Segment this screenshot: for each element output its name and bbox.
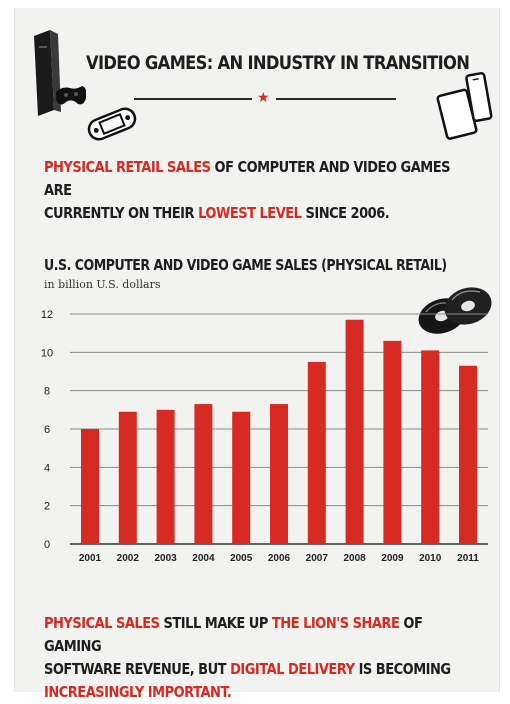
x-tick-label: 2008	[343, 553, 366, 564]
y-tick-label: 2	[44, 501, 50, 513]
x-tick-label: 2007	[306, 553, 329, 564]
intro-text-3: SINCE 2006.	[301, 204, 390, 222]
bar	[270, 404, 288, 544]
outro-text-2: OF GAMING	[44, 614, 423, 655]
game-console-icon	[34, 30, 86, 116]
x-tick-label: 2004	[192, 553, 215, 564]
bar	[194, 404, 213, 544]
bar	[459, 365, 477, 544]
x-tick-label: 2002	[117, 553, 140, 564]
y-tick-label: 6	[44, 424, 50, 436]
x-tick-label: 2006	[268, 553, 291, 564]
gamepad-icon	[56, 86, 86, 105]
x-tick-label: 2011	[457, 553, 479, 564]
y-tick-label: 0	[44, 539, 50, 551]
disc-icon	[418, 287, 492, 334]
title-divider-left	[134, 98, 252, 100]
x-tick-label: 2005	[230, 553, 253, 564]
x-tick-label: 2009	[381, 553, 404, 564]
outro-highlight-physical-sales: PHYSICAL SALES	[44, 614, 160, 632]
title-divider-right	[276, 98, 396, 100]
smartphone-icon	[465, 72, 493, 123]
bar	[421, 350, 440, 544]
outro-highlight-lions-share: THE LION'S SHARE	[271, 614, 400, 632]
page-title: VIDEO GAMES: AN INDUSTRY IN TRANSITION	[86, 52, 470, 74]
x-tick-label: 2003	[154, 553, 177, 564]
bar	[307, 361, 326, 544]
chart-title: U.S. COMPUTER AND VIDEO GAME SALES (PHYS…	[44, 256, 447, 274]
outro-highlight-increasingly-important: INCREASINGLY IMPORTANT.	[44, 683, 232, 701]
intro-highlight-physical-retail: PHYSICAL RETAIL SALES	[44, 158, 211, 176]
chart-unit-label: in billion U.S. dollars	[44, 278, 161, 291]
intro-text: PHYSICAL RETAIL SALES OF COMPUTER AND VI…	[44, 156, 464, 225]
outro-text: PHYSICAL SALES STILL MAKE UP THE LION'S …	[44, 612, 481, 704]
outro-text-4: IS BECOMING	[354, 660, 452, 678]
y-tick-label: 4	[44, 462, 50, 474]
intro-text-2: CURRENTLY ON THEIR	[44, 204, 199, 222]
star-icon: ★	[257, 90, 270, 106]
bar	[81, 429, 99, 544]
bar	[156, 409, 175, 544]
outro-text-1: STILL MAKE UP	[159, 614, 272, 632]
intro-highlight-lowest-level: LOWEST LEVEL	[198, 204, 302, 222]
bar	[383, 340, 402, 544]
x-tick-label: 2001	[79, 553, 102, 564]
handheld-console-icon	[87, 107, 137, 141]
bar	[118, 411, 137, 544]
outro-text-3: SOFTWARE REVENUE, BUT	[44, 660, 231, 678]
y-tick-label: 10	[41, 347, 53, 359]
intro-text-1: OF COMPUTER AND VIDEO GAMES ARE	[44, 158, 451, 199]
x-tick-label: 2010	[419, 553, 442, 564]
bar	[232, 411, 251, 544]
outro-highlight-digital-delivery: DIGITAL DELIVERY	[230, 660, 355, 678]
y-tick-label: 8	[44, 386, 50, 398]
bar	[345, 319, 364, 544]
y-tick-label: 12	[41, 309, 53, 321]
